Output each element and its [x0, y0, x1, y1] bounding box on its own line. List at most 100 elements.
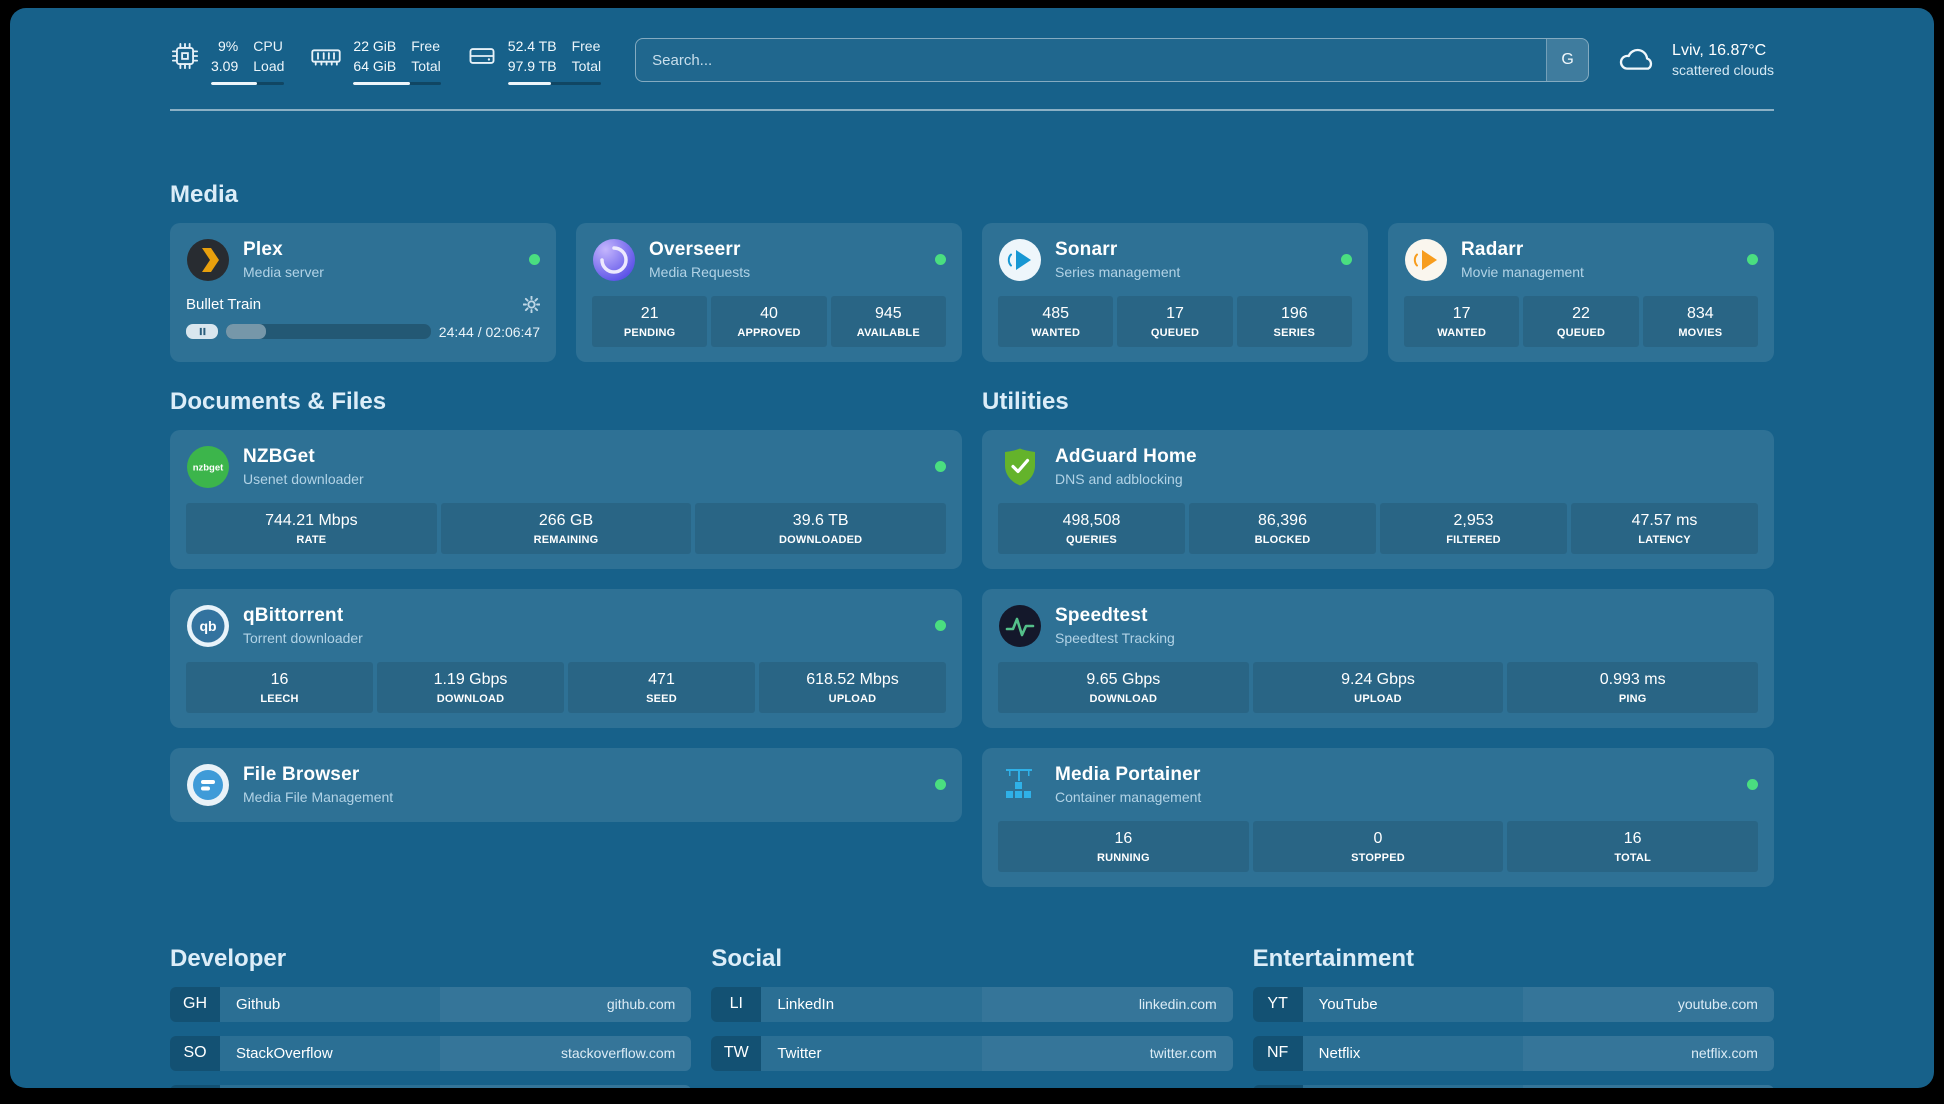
service-subtitle: Movie management — [1461, 264, 1584, 281]
bookmark-abbr: LI — [711, 986, 762, 1022]
disk-progress-bar — [507, 81, 602, 85]
bookmark-reddit[interactable]: RE Reddit reddit.com — [1252, 1084, 1774, 1088]
bookmark-abbr: YT — [1252, 986, 1303, 1022]
card-head: Overseerr Media Requests — [592, 238, 946, 282]
stat-label: DOWNLOADED — [779, 533, 863, 546]
service-card-speedtest[interactable]: Speedtest Speedtest Tracking 9.65 Gbps D… — [982, 588, 1774, 728]
cpu-icon — [170, 41, 200, 76]
bookmark-netflix[interactable]: NF Netflix netflix.com — [1252, 1035, 1774, 1071]
portainer-icon — [998, 763, 1042, 807]
adguard-icon — [998, 445, 1042, 489]
radarr-icon — [1404, 238, 1448, 282]
svg-text:qb: qb — [199, 618, 216, 634]
section-utilities: Utilities AdGuard Home — [982, 388, 1774, 887]
stat-label: QUERIES — [1066, 533, 1117, 546]
service-card-radarr[interactable]: Radarr Movie management 17 WANTED 22 QUE… — [1388, 222, 1774, 362]
bookmark-linkedin[interactable]: LI LinkedIn linkedin.com — [711, 986, 1233, 1022]
status-dot — [1341, 254, 1352, 266]
service-title: qBittorrent — [243, 605, 344, 627]
stat-wanted: 485 WANTED — [998, 295, 1114, 347]
stat-label: UPLOAD — [1354, 692, 1402, 705]
service-meta: Radarr Movie management — [1461, 239, 1584, 280]
stat-value: 498,508 — [1062, 511, 1121, 529]
bookmark-dev[interactable]: DT DEV dev.to — [170, 1084, 692, 1088]
plex-icon — [186, 238, 230, 282]
service-card-nzbget[interactable]: nzbget NZBGet Usenet downloader 74 — [170, 429, 962, 569]
stat-value: 618.52 Mbps — [806, 670, 899, 688]
search-input[interactable] — [636, 39, 1547, 82]
section-media: Media Plex Media server — [170, 181, 1774, 362]
cpu-usage-value: 9% — [218, 38, 239, 54]
stat-value: 22 — [1572, 304, 1590, 322]
stat-label: AVAILABLE — [856, 326, 920, 339]
stat-value: 9.65 Gbps — [1086, 670, 1161, 688]
service-card-plex[interactable]: Plex Media server Bullet Train — [170, 222, 556, 362]
stat-label: QUEUED — [1556, 326, 1606, 339]
bookmark-group-entertainment: Entertainment YT YouTube youtube.com NF … — [1252, 945, 1774, 1088]
stat-label: SERIES — [1273, 326, 1316, 339]
disk-total-value: 97.9 TB — [507, 58, 557, 75]
weather-location: Lviv, 16.87°C — [1672, 42, 1767, 60]
section-documents-files: Documents & Files nzbget — [170, 388, 962, 887]
bookmark-stackoverflow[interactable]: SO StackOverflow stackoverflow.com — [170, 1035, 692, 1071]
bookmark-name: DEV — [220, 1084, 441, 1088]
section-heading-utilities: Utilities — [982, 387, 1069, 415]
card-head: File Browser Media File Management — [186, 763, 946, 807]
bookmark-github[interactable]: GH Github github.com — [170, 986, 692, 1022]
section-heading-media: Media — [170, 180, 239, 208]
settings-gear-icon[interactable] — [523, 295, 540, 313]
bookmark-group-heading: Social — [711, 944, 783, 972]
stat-value: 471 — [648, 670, 675, 688]
bookmark-list: GH Github github.com SO StackOverflow st… — [170, 986, 692, 1088]
stat-label: UPLOAD — [828, 692, 877, 705]
dashboard: 9% 3.09 CPU Load — [10, 8, 1934, 1088]
cpu-progress-bar — [211, 81, 285, 85]
stat-label: REMAINING — [533, 533, 599, 546]
service-meta: Speedtest Speedtest Tracking — [1055, 605, 1175, 646]
overseerr-icon — [592, 238, 636, 282]
stat-value: 9.24 Gbps — [1341, 670, 1415, 688]
stat-rate: 744.21 Mbps RATE — [186, 502, 437, 554]
stat-value: 266 GB — [538, 511, 594, 529]
bookmark-youtube[interactable]: YT YouTube youtube.com — [1252, 986, 1774, 1022]
disk-icon — [467, 41, 497, 76]
stat-label: STOPPED — [1351, 851, 1405, 864]
pause-button[interactable] — [186, 324, 218, 340]
service-card-qbittorrent[interactable]: qb qBittorrent Torrent downloader — [170, 588, 962, 728]
bookmark-twitter[interactable]: TW Twitter twitter.com — [711, 1035, 1233, 1071]
memory-free-value: 22 GiB — [353, 38, 397, 54]
bookmark-domain: reddit.com — [1523, 1084, 1774, 1088]
memory-free-label: Free — [411, 38, 441, 54]
stat-value: 0.993 ms — [1599, 670, 1666, 688]
stat-value: 2,953 — [1453, 511, 1494, 529]
bookmark-name: StackOverflow — [220, 1035, 441, 1071]
service-card-overseerr[interactable]: Overseerr Media Requests 21 PENDING 40 A… — [576, 222, 962, 362]
playback-progress-bar — [226, 324, 431, 340]
search-engine-button[interactable]: G — [1546, 39, 1589, 82]
service-card-adguard[interactable]: AdGuard Home DNS and adblocking 498,508 … — [982, 429, 1774, 569]
service-card-sonarr[interactable]: Sonarr Series management 485 WANTED 17 Q… — [982, 222, 1368, 362]
service-meta: Media Portainer Container management — [1055, 764, 1201, 805]
cpu-usage-label: CPU — [253, 38, 283, 54]
disk-readout: 52.4 TB 97.9 TB Free Total — [507, 36, 602, 85]
stat-wanted: 17 WANTED — [1404, 295, 1520, 347]
bookmark-name: YouTube — [1302, 986, 1524, 1022]
stat-upload: 9.24 Gbps UPLOAD — [1252, 661, 1504, 713]
bookmark-name: Reddit — [1302, 1084, 1524, 1088]
bookmark-domain: stackoverflow.com — [440, 1035, 692, 1071]
bookmark-name: LinkedIn — [761, 986, 982, 1022]
service-subtitle: Series management — [1055, 264, 1181, 281]
stat-label: APPROVED — [737, 326, 801, 339]
service-card-portainer[interactable]: Media Portainer Container management 16 … — [982, 747, 1774, 887]
card-head: AdGuard Home DNS and adblocking — [998, 445, 1758, 489]
service-meta: qBittorrent Torrent downloader — [243, 605, 363, 646]
stat-queries: 498,508 QUERIES — [998, 502, 1185, 554]
service-meta: AdGuard Home DNS and adblocking — [1055, 446, 1197, 487]
stat-ping: 0.993 ms PING — [1507, 661, 1759, 713]
stat-label: DOWNLOAD — [436, 692, 505, 705]
bookmark-list: YT YouTube youtube.com NF Netflix netfli… — [1252, 986, 1774, 1088]
stat-value: 16 — [1623, 829, 1642, 847]
playback-row: 24:44 / 02:06:47 — [186, 324, 540, 340]
cloud-icon — [1615, 41, 1659, 80]
service-card-filebrowser[interactable]: File Browser Media File Management — [170, 747, 962, 822]
